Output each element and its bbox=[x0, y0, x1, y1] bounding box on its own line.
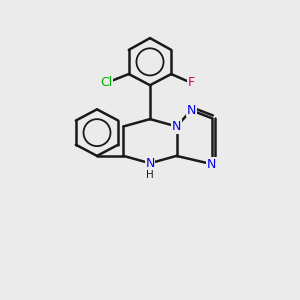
Text: Cl: Cl bbox=[100, 76, 112, 89]
Text: N: N bbox=[187, 104, 196, 117]
Text: F: F bbox=[188, 76, 195, 89]
Text: N: N bbox=[207, 158, 217, 171]
Text: N: N bbox=[172, 120, 181, 133]
Text: H: H bbox=[146, 170, 154, 180]
Text: N: N bbox=[145, 157, 155, 170]
